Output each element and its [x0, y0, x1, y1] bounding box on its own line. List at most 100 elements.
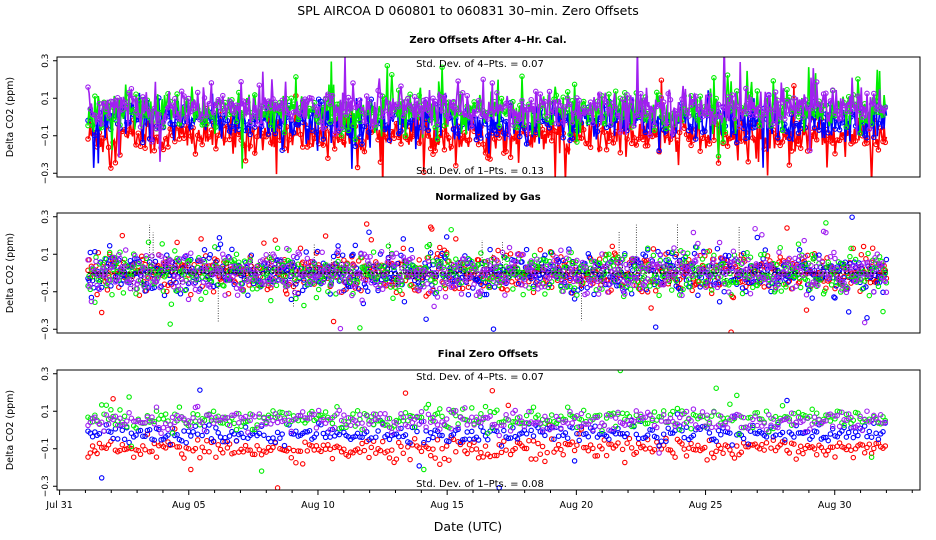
point-gas4 [603, 99, 610, 106]
point-gas2 [726, 253, 732, 259]
point-gas4 [537, 91, 544, 97]
point-gas3 [770, 78, 777, 84]
point-gas3 [89, 273, 96, 280]
point-gas1 [697, 148, 703, 154]
point-gas3 [194, 264, 201, 271]
point-gas4 [114, 94, 121, 101]
data-series-group [85, 370, 889, 490]
point-gas3 [865, 250, 871, 257]
point-gas1 [578, 135, 585, 141]
point-gas4 [517, 116, 523, 123]
point-gas2 [594, 128, 601, 135]
point-gas1 [813, 137, 820, 143]
point-gas1 [480, 141, 486, 147]
point-gas2 [362, 284, 369, 290]
point-gas3 [288, 95, 295, 101]
point-gas1 [475, 455, 482, 461]
point-gas4 [861, 319, 868, 326]
point-gas1 [443, 443, 450, 449]
point-gas3 [106, 249, 113, 256]
point-gas2 [624, 127, 630, 134]
point-gas4 [816, 101, 822, 108]
point-gas3 [143, 255, 150, 262]
point-gas4 [185, 95, 192, 102]
point-gas2 [530, 283, 537, 289]
point-gas4 [94, 116, 100, 123]
point-gas1 [459, 285, 466, 292]
point-gas3 [574, 292, 580, 298]
point-gas3 [784, 86, 790, 93]
point-gas2 [695, 292, 701, 299]
point-gas3 [320, 276, 327, 283]
point-gas1 [119, 232, 126, 239]
point-gas4 [670, 129, 676, 135]
point-gas2 [832, 295, 838, 301]
point-gas4 [265, 98, 272, 104]
point-gas4 [651, 122, 658, 128]
point-gas1 [564, 146, 571, 153]
point-gas2 [477, 274, 483, 281]
point-gas4 [587, 99, 594, 105]
point-gas4 [190, 106, 196, 112]
point-gas4 [119, 106, 126, 113]
point-gas4 [101, 100, 107, 107]
point-gas4 [105, 113, 112, 119]
point-gas3 [553, 92, 560, 99]
point-gas4 [786, 111, 793, 117]
point-gas4 [706, 92, 713, 99]
point-gas1 [386, 455, 393, 461]
point-gas2 [491, 127, 498, 134]
point-gas1 [96, 440, 103, 447]
point-gas1 [626, 435, 633, 442]
point-gas1 [882, 139, 889, 146]
point-gas1 [763, 440, 770, 446]
point-gas1 [571, 447, 578, 454]
point-gas4 [238, 79, 244, 85]
point-gas2 [663, 128, 669, 134]
point-gas4 [690, 100, 697, 106]
point-gas1 [667, 136, 674, 143]
point-gas4 [446, 114, 452, 120]
point-gas1 [606, 138, 612, 144]
data-series-group [85, 57, 889, 177]
point-gas2 [361, 123, 368, 130]
point-gas4 [868, 101, 875, 107]
point-gas2 [217, 241, 224, 247]
point-gas1 [416, 257, 422, 263]
point-gas2 [465, 291, 472, 298]
point-gas3 [233, 251, 240, 258]
point-gas2 [272, 130, 279, 137]
point-gas2 [809, 295, 815, 301]
point-gas3 [544, 116, 550, 123]
point-gas2 [177, 291, 184, 297]
point-gas2 [265, 131, 272, 137]
point-gas3 [263, 112, 269, 118]
point-gas2 [194, 257, 201, 264]
point-gas4 [768, 107, 774, 113]
point-gas1 [505, 402, 512, 409]
point-gas1 [797, 145, 804, 151]
point-gas1 [603, 452, 610, 459]
point-gas4 [697, 103, 703, 109]
point-gas2 [192, 423, 199, 429]
point-gas4 [756, 104, 763, 110]
point-gas3 [859, 119, 866, 126]
point-gas4 [135, 112, 142, 119]
point-gas2 [295, 122, 301, 128]
point-gas1 [164, 288, 170, 295]
point-gas4 [635, 111, 642, 118]
point-gas1 [624, 440, 630, 446]
point-gas1 [112, 160, 119, 166]
point-gas1 [850, 454, 857, 461]
point-gas1 [331, 146, 338, 152]
point-gas4 [777, 114, 783, 120]
point-gas2 [820, 119, 827, 125]
point-gas4 [361, 118, 368, 124]
point-gas4 [359, 108, 365, 115]
y-tick-label: −0.3 [41, 318, 51, 340]
point-gas4 [784, 98, 790, 105]
point-gas2 [309, 127, 315, 133]
point-gas3 [204, 121, 210, 127]
point-gas1 [553, 128, 560, 135]
point-gas4 [137, 124, 144, 130]
